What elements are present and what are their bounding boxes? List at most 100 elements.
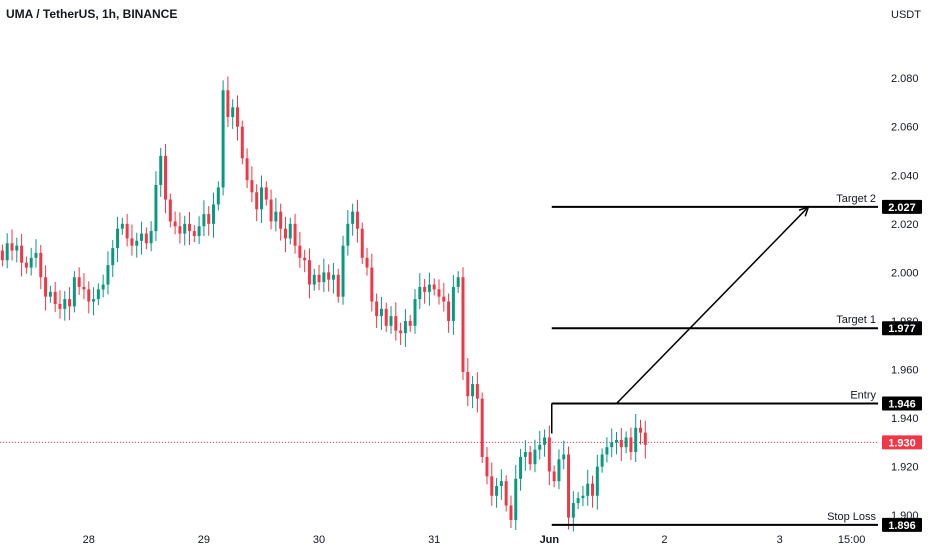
candle-body [255,192,259,210]
x-axis[interactable]: 28 29 30 31 Jun 2 3 15:00 [83,534,866,546]
candle-body [519,456,523,479]
candle-body [399,330,403,334]
candle-body [226,90,230,117]
y-tick-label: 1.960 [891,365,919,377]
candle-body [370,267,374,302]
candle-body [351,211,355,224]
candle-body [20,245,24,263]
candle-body [77,277,81,287]
level-tag-target-2: 2.027 [888,202,916,214]
candle-body [144,233,148,244]
candle-body [528,452,532,465]
levels-layer: Target 2 2.027 Target 1 1.977 Entry 1.946 Stop… [550,193,922,532]
candle-body [178,226,182,234]
candle-body [576,498,580,504]
candle-body [92,299,96,302]
y-tick-label: 1.980 [891,316,919,328]
candle-body [514,478,518,521]
candle-body [643,432,647,445]
level-label-entry: Entry [850,390,876,402]
candle-body [24,262,28,268]
candle-body [485,456,489,477]
candle-body [135,240,139,246]
candle-body [159,155,163,185]
candle-body [87,289,91,302]
current-price-tag: 1.930 [888,437,916,449]
candle-body [341,245,345,297]
level-tag-bg-entry [882,396,922,411]
candle-body [236,107,239,127]
candle-body [543,437,547,445]
candle-body [125,223,129,239]
candle-body [327,272,331,280]
chart-title[interactable]: UMA / TetherUS, 1h, BINANCE [6,7,177,21]
candle-body [259,187,263,210]
candle-body [427,284,431,292]
candle-body [365,257,369,268]
candle-body [216,187,220,205]
candle-body [504,481,508,506]
candle-body [605,447,609,455]
candle-body [355,211,359,229]
candle-body [274,211,278,222]
candle-body [307,260,311,285]
candle-body [101,284,105,290]
current-price-tag-bg [882,435,922,450]
candle-body [389,316,393,326]
candle-body [413,299,417,326]
candle-body [202,214,206,227]
projection-arrow-line [615,206,809,405]
candle-body [509,505,513,521]
level-label-target-1: Target 1 [836,314,876,326]
candle-body [595,466,599,496]
candle-body [293,223,297,246]
candle-body [29,257,33,268]
x-tick-label: 3 [777,534,783,546]
candle-body [639,427,642,433]
candle-body [394,316,398,331]
x-tick-label: 28 [83,534,95,546]
candle-body [346,223,350,246]
candle-body [322,272,326,283]
x-tick-label: 29 [198,534,210,546]
candle-body [207,214,211,224]
candle-body [63,299,67,309]
y-tick-label: 1.900 [891,510,919,522]
candle-body [581,495,585,499]
candle-body [533,449,537,465]
candle-body [562,454,566,460]
y-tick-label: 1.940 [891,413,919,425]
candle-body [231,107,235,117]
candle-body [15,245,19,251]
candle-body [418,286,422,300]
candle-body [279,211,283,229]
candle-body [471,384,475,397]
candle-body [447,301,451,321]
candle-body [269,199,273,222]
candle-body [317,274,321,283]
candle-body [624,437,628,448]
candle-body [250,180,254,193]
level-label-target-2: Target 2 [836,193,876,205]
y-axis[interactable]: 2.080 2.060 2.040 2.020 2.000 1.980 1.960 1.940… [891,73,919,550]
level-tag-stop-loss: 1.896 [888,520,916,532]
candle-body [495,486,499,496]
y-tick-label: 1.920 [891,462,919,474]
candle-body [586,483,590,496]
candle-body [149,231,153,244]
candle-body [168,199,172,222]
candle-body [120,223,124,229]
candle-body [111,248,115,266]
candle-body [183,223,187,234]
candle-body [173,221,177,227]
candle-body [619,439,623,448]
candle-body [591,483,595,496]
candle-body [360,228,364,258]
candle-body [5,243,9,261]
candle-body [375,301,379,317]
y-tick-label: 2.000 [891,267,919,279]
level-tag-target-1: 1.977 [888,323,916,335]
y-tick-label: 2.080 [891,73,919,85]
candle-body [283,228,287,239]
